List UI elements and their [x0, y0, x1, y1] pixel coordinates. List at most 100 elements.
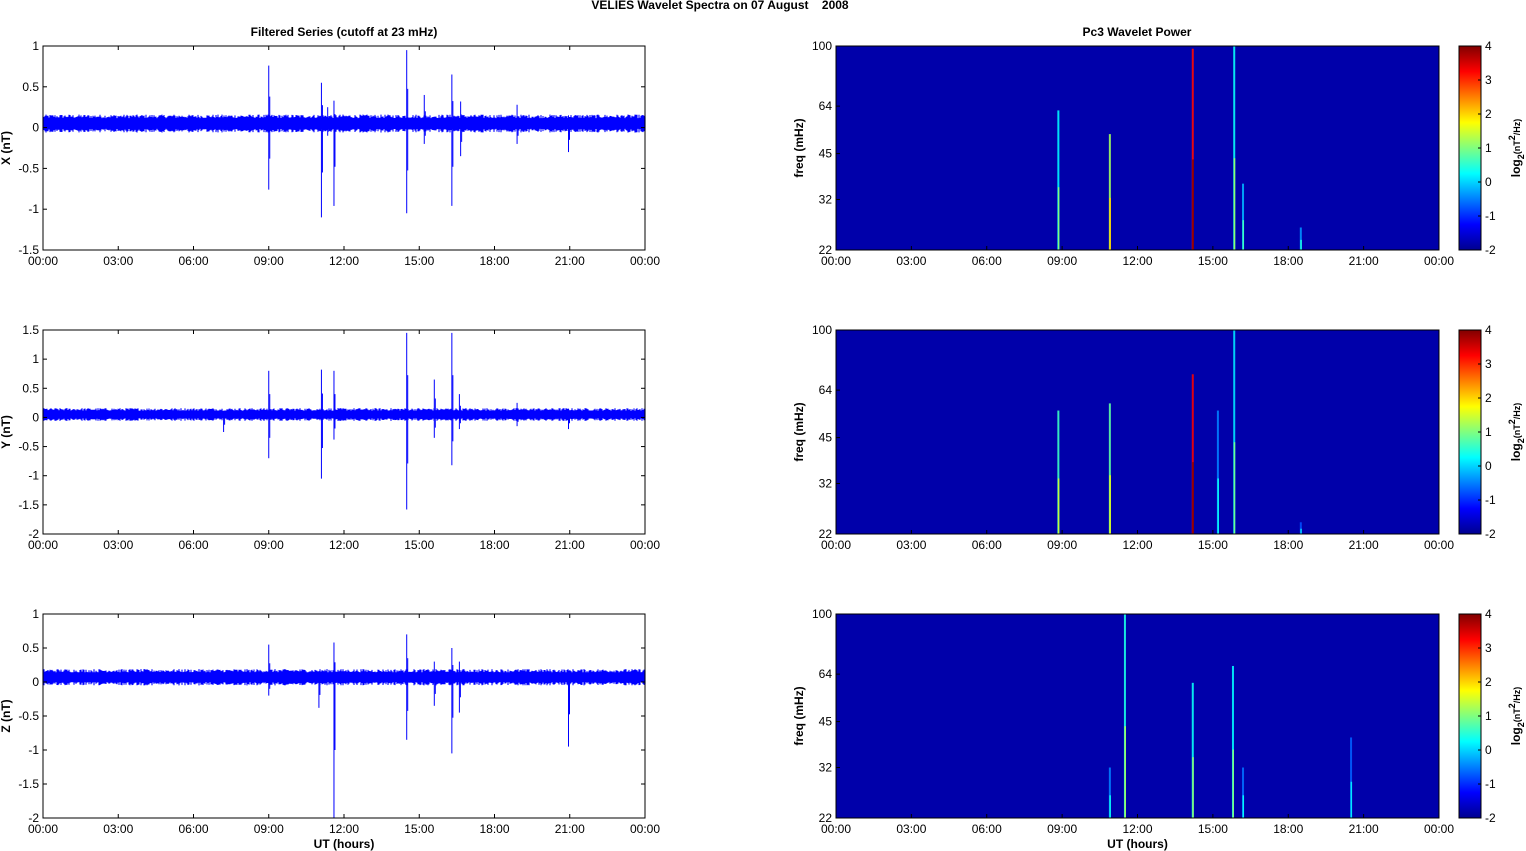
colorbar-tick-label: 4 [1485, 323, 1492, 337]
ytick-label: -1.5 [18, 243, 39, 257]
power-burst-5 [1299, 522, 1302, 534]
xtick-label: 03:00 [103, 538, 133, 552]
power-burst-core-4 [1233, 442, 1236, 534]
colorbar-tick-label: 1 [1485, 425, 1492, 439]
xtick-label: 15:00 [404, 822, 434, 836]
xtick-label: 03:00 [896, 822, 926, 836]
colorbar: -2 -1 0 1 2 3 4 log2(nT2/Hz) [1458, 39, 1526, 257]
xtick-label: 21:00 [555, 538, 585, 552]
power-burst-core-3 [1217, 478, 1219, 534]
colorbar-gradient [1458, 613, 1482, 819]
ytick-label: 0 [32, 121, 39, 135]
line-panel-z: -2 -1.5 -1 -0.5 0 0.5 1 00:00 03:00 06:00 09:00 12:… [0, 607, 660, 851]
plot-area [43, 46, 645, 250]
xtick-label: 18:00 [1273, 538, 1303, 552]
line-panel-x: -1.5 -1 -0.5 0 0.5 1 00:00 03:00 06:00 09:00 12:00… [0, 39, 660, 268]
ytick-label: 0.5 [22, 381, 39, 395]
ytick-label: 64 [819, 99, 833, 113]
power-burst-0 [1057, 410, 1060, 534]
power-burst-3 [1231, 665, 1234, 818]
xtick-label: 12:00 [329, 822, 359, 836]
power-burst-core-1 [1124, 726, 1126, 818]
xtick-label: 21:00 [1349, 254, 1379, 268]
colorbar-tick-label: 4 [1485, 39, 1492, 53]
power-burst-1 [1108, 403, 1111, 534]
power-burst-0 [1057, 110, 1060, 251]
x-axis-label: UT (hours) [1107, 837, 1168, 851]
ytick-label: 45 [819, 715, 833, 729]
xtick-label: 03:00 [896, 254, 926, 268]
power-burst-3 [1216, 410, 1219, 534]
ytick-label: 0 [32, 675, 39, 689]
colorbar-tick-label: -1 [1485, 493, 1496, 507]
power-burst-core-4 [1242, 795, 1245, 818]
xtick-label: 18:00 [479, 538, 509, 552]
y-axis-label: Y (nT) [0, 415, 13, 449]
power-burst-3 [1233, 46, 1236, 250]
power-burst-core-0 [1109, 795, 1111, 818]
ytick-label: -1 [28, 469, 39, 483]
xtick-label: 21:00 [555, 254, 585, 268]
ytick-label: 0.5 [22, 80, 39, 94]
xtick-label: 06:00 [972, 538, 1002, 552]
colorbar-tick-label: 3 [1485, 357, 1492, 371]
ytick-label: 1.5 [22, 323, 39, 337]
y-axis-label: X (nT) [0, 131, 13, 165]
ytick-label: 100 [812, 607, 832, 621]
xtick-label: 00:00 [1424, 254, 1454, 268]
power-burst-4 [1233, 330, 1236, 534]
xtick-label: 12:00 [1122, 822, 1152, 836]
series-noise-band [42, 669, 646, 686]
xtick-label: 21:00 [555, 822, 585, 836]
ytick-label: 32 [819, 761, 833, 775]
ytick-label: 100 [812, 39, 832, 53]
power-burst-core-2 [1192, 462, 1194, 534]
xtick-label: 15:00 [1198, 254, 1228, 268]
ytick-label: -1.5 [18, 498, 39, 512]
ytick-label: 0.5 [22, 641, 39, 655]
xtick-label: 12:00 [1122, 538, 1152, 552]
power-burst-1 [1123, 614, 1126, 818]
xtick-label: 09:00 [1047, 822, 1077, 836]
power-burst-2 [1191, 48, 1194, 251]
xtick-label: 00:00 [1424, 538, 1454, 552]
ytick-label: 22 [819, 243, 833, 257]
power-burst-core-1 [1109, 197, 1111, 250]
power-burst-core-5 [1300, 528, 1302, 534]
ytick-label: 1 [32, 607, 39, 621]
ytick-label: 64 [819, 667, 833, 681]
colorbar-label: log2(nT2/Hz) [1507, 119, 1526, 178]
xtick-label: 09:00 [254, 254, 284, 268]
ytick-label: 0 [32, 410, 39, 424]
ytick-label: 32 [819, 477, 833, 491]
xtick-label: 03:00 [103, 254, 133, 268]
y-axis-label: freq (mHz) [792, 402, 806, 461]
xtick-label: 21:00 [1349, 822, 1379, 836]
plot-area [43, 614, 645, 818]
ytick-label: -0.5 [18, 161, 39, 175]
power-burst-1 [1108, 134, 1111, 250]
power-burst-core-0 [1057, 187, 1060, 250]
xtick-label: 15:00 [1198, 538, 1228, 552]
xtick-label: 06:00 [178, 822, 208, 836]
power-burst-core-5 [1300, 239, 1302, 250]
xtick-label: 00:00 [28, 538, 58, 552]
colorbar-tick-label: 4 [1485, 607, 1492, 621]
colorbar-gradient [1458, 329, 1482, 535]
figure-suptitle: VELIES Wavelet Spectra on 07 August 2008 [591, 0, 849, 12]
colorbar-tick-label: 0 [1485, 459, 1492, 473]
power-burst-5 [1350, 737, 1353, 818]
ytick-label: 45 [819, 431, 833, 445]
ytick-label: 22 [819, 527, 833, 541]
panels: -1.5 -1 -0.5 0 0.5 1 00:00 03:00 06:00 09:00 12:00… [0, 39, 1526, 851]
xtick-label: 00:00 [1424, 822, 1454, 836]
ytick-label: 100 [812, 323, 832, 337]
ytick-label: -0.5 [18, 440, 39, 454]
ytick-label: 32 [819, 193, 833, 207]
xtick-label: 00:00 [28, 254, 58, 268]
colorbar-tick-label: -1 [1485, 777, 1496, 791]
colorbar-gradient [1458, 45, 1482, 251]
xtick-label: 00:00 [630, 538, 660, 552]
